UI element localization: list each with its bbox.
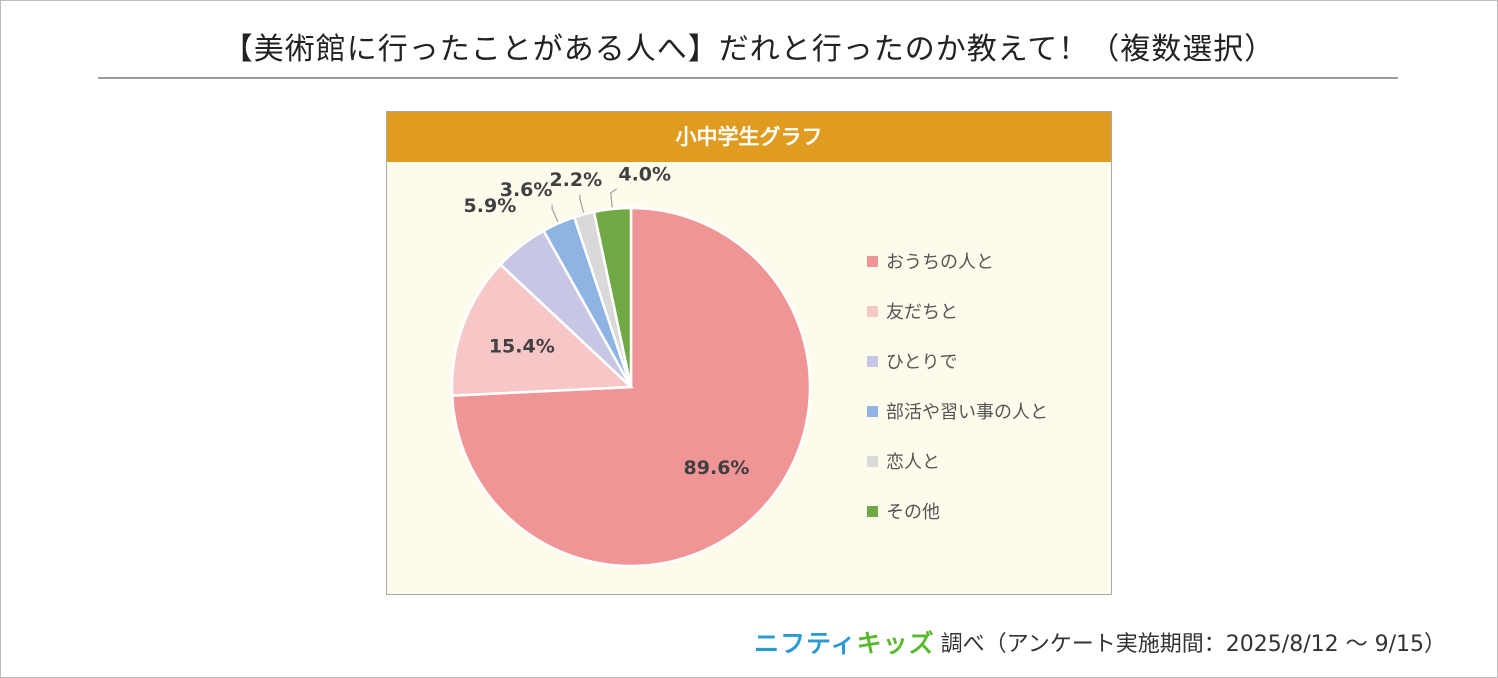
page-title: 【美術館に行ったことがある人へ】だれと行ったのか教えて！（複数選択） [222,32,1276,67]
title-divider [98,77,1398,79]
source-footer: ニフティキッズ 調べ（アンケート実施期間：2025/8/12 ～ 9/15） [754,624,1446,660]
leader-lines [551,188,618,222]
data-label-4: 3.6% [500,179,553,201]
pie-slice-2 [450,262,635,397]
legend-item-6: その他 [867,486,1048,536]
brand-logo: ニフティキッズ [754,629,935,658]
legend-label: ひとりで [886,352,958,373]
data-label-3: 5.9% [464,195,517,217]
data-label-6: 4.0% [618,163,671,185]
leader-line-4 [551,204,559,222]
legend-label: 恋人と [886,452,940,473]
legend-item-5: 恋人と [867,436,1048,486]
data-labels: 89.6% 15.4% 5.9%3.6%2.2% 4.0% [464,163,750,479]
legend-swatch [867,505,878,517]
source-note: 調べ（アンケート実施期間：2025/8/12 ～ 9/15） [940,632,1446,657]
legend-item-3: ひとりで [867,336,1048,386]
chart-title: 小中学生グラフ [387,112,1111,162]
legend-item-4: 部活や習い事の人と [867,386,1048,436]
legend-swatch [867,305,878,317]
data-label-1: 89.6% [684,457,750,479]
legend-item-1: おうちの人と [867,236,1048,286]
legend-swatch [867,455,878,467]
chart-legend: おうちの人と 友だちとひとりで部活や習い事の人と 恋人とその他 [867,236,1048,536]
pie-slice-6 [592,206,633,388]
pie-chart: 89.6% 15.4% 5.9%3.6%2.2% 4.0% [450,163,812,568]
pie-slices [450,206,812,568]
legend-item-2: 友だちと [867,286,1048,336]
legend-swatch [867,355,878,367]
data-label-5: 2.2% [549,169,602,191]
legend-swatch [867,255,878,267]
legend-label: おうちの人と [886,252,994,273]
leader-line-6 [610,188,618,208]
legend-label: その他 [886,502,940,523]
legend-label: 部活や習い事の人と [886,402,1048,423]
legend-swatch [867,405,878,417]
chart-panel: 小中学生グラフ 89.6% 15.4% 5.9% 3.6% 2.2% 4.0% おうちの人… [386,111,1112,595]
legend-label: 友だちと [886,302,958,323]
data-label-2: 15.4% [489,335,555,357]
leader-line-5 [579,194,585,213]
